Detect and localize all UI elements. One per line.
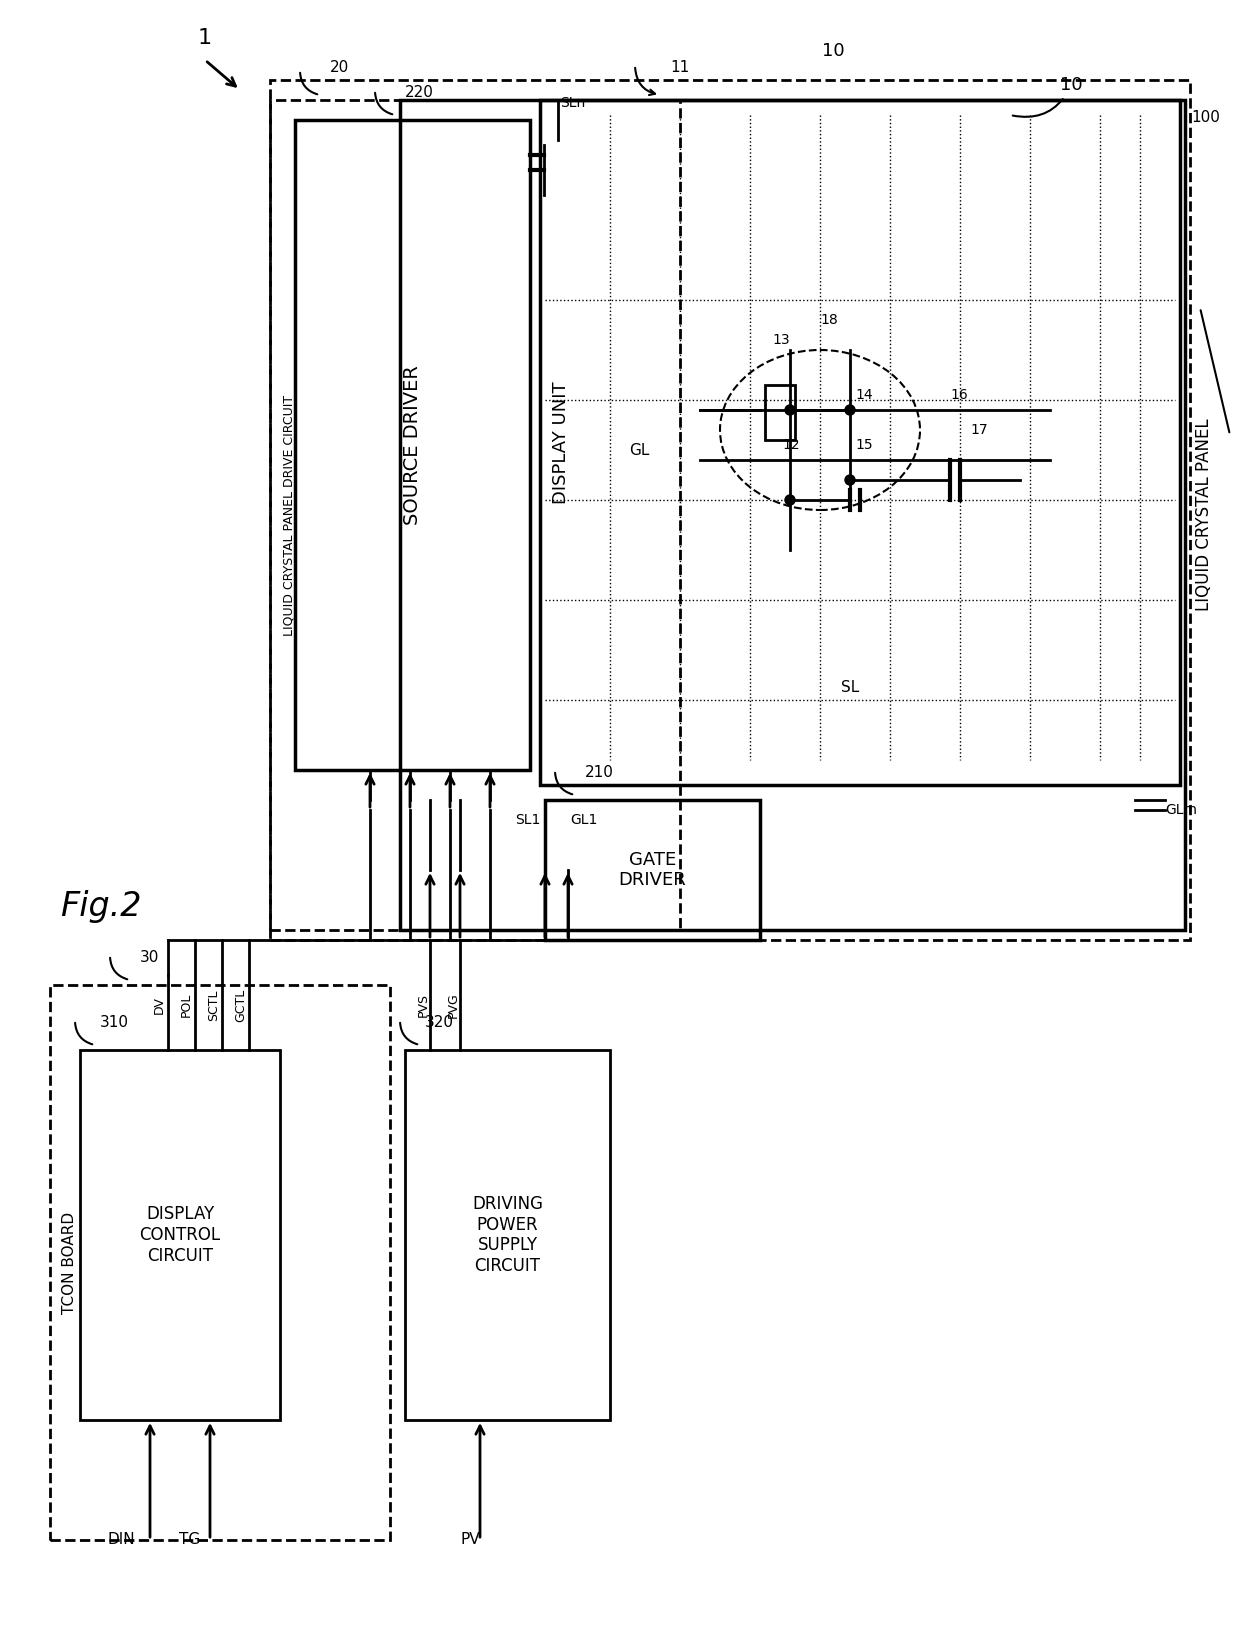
Text: 210: 210 xyxy=(585,765,614,779)
Bar xyxy=(401,99,1185,931)
Text: 17: 17 xyxy=(970,423,987,438)
Text: 10: 10 xyxy=(1013,76,1083,117)
Text: PVG: PVG xyxy=(446,992,460,1019)
Text: GLm: GLm xyxy=(1166,804,1197,817)
Circle shape xyxy=(785,495,795,504)
Text: 12: 12 xyxy=(782,438,800,452)
Text: 310: 310 xyxy=(100,1015,129,1030)
Text: GCTL: GCTL xyxy=(234,988,247,1022)
Text: SCTL: SCTL xyxy=(207,989,219,1020)
Bar xyxy=(539,99,1180,784)
Text: SL: SL xyxy=(841,680,859,695)
Text: 320: 320 xyxy=(425,1015,454,1030)
Text: GL: GL xyxy=(630,443,650,457)
Text: DISPLAY
CONTROL
CIRCUIT: DISPLAY CONTROL CIRCUIT xyxy=(139,1206,221,1264)
Text: 13: 13 xyxy=(773,334,790,347)
Circle shape xyxy=(844,475,856,485)
Text: TCON BOARD: TCON BOARD xyxy=(62,1212,77,1313)
Text: LIQUID CRYSTAL PANEL DRIVE CIRCUIT: LIQUID CRYSTAL PANEL DRIVE CIRCUIT xyxy=(281,394,295,636)
Circle shape xyxy=(785,405,795,415)
Bar xyxy=(405,1049,610,1420)
Text: 10: 10 xyxy=(822,42,844,60)
Text: SOURCE DRIVER: SOURCE DRIVER xyxy=(403,364,422,526)
Text: 220: 220 xyxy=(405,85,434,99)
Text: LIQUID CRYSTAL PANEL: LIQUID CRYSTAL PANEL xyxy=(1195,418,1213,612)
Text: POL: POL xyxy=(180,992,193,1017)
Bar xyxy=(546,800,760,940)
Text: DISPLAY UNIT: DISPLAY UNIT xyxy=(552,381,570,504)
Text: 14: 14 xyxy=(856,387,873,402)
Text: 16: 16 xyxy=(950,387,967,402)
Text: SLn: SLn xyxy=(560,96,585,111)
Text: DIN: DIN xyxy=(108,1533,135,1547)
Text: TG: TG xyxy=(179,1533,200,1547)
Bar xyxy=(295,120,529,770)
Bar xyxy=(81,1049,280,1420)
Text: GATE
DRIVER: GATE DRIVER xyxy=(619,851,687,890)
Text: Fig.2: Fig.2 xyxy=(60,890,141,923)
Text: 20: 20 xyxy=(330,60,350,75)
Text: GL1: GL1 xyxy=(570,814,598,827)
Text: 100: 100 xyxy=(1192,111,1220,125)
Text: PV: PV xyxy=(460,1533,480,1547)
Text: DRIVING
POWER
SUPPLY
CIRCUIT: DRIVING POWER SUPPLY CIRCUIT xyxy=(472,1194,543,1276)
Text: 15: 15 xyxy=(856,438,873,452)
Text: 1: 1 xyxy=(198,28,212,49)
Bar xyxy=(765,386,795,439)
Text: 30: 30 xyxy=(140,950,160,965)
Text: 11: 11 xyxy=(670,60,689,75)
Text: SL1: SL1 xyxy=(515,814,539,827)
Circle shape xyxy=(844,405,856,415)
Bar xyxy=(270,80,1190,940)
Text: 18: 18 xyxy=(820,312,838,327)
Bar xyxy=(50,984,391,1541)
Text: DV: DV xyxy=(153,996,166,1014)
Bar xyxy=(270,99,680,931)
Text: PVS: PVS xyxy=(417,992,430,1017)
